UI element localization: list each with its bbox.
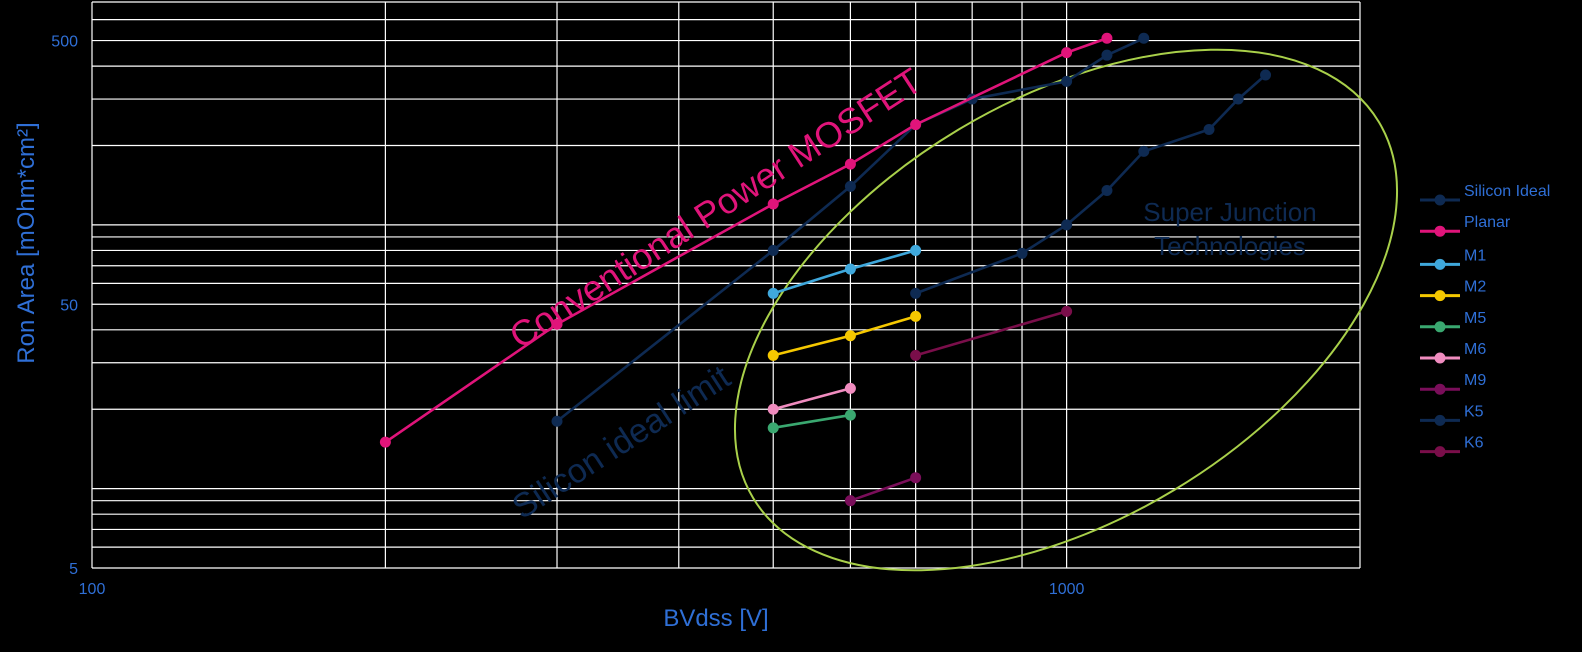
x-axis-title: BVdss [V] [663,605,768,632]
data-point [767,244,779,256]
data-point [1061,305,1073,317]
series-k5 [910,69,1272,299]
x-tick-label: 100 [79,581,106,598]
legend-swatch-marker [1434,225,1446,237]
legend-label: M1 [1464,247,1486,264]
data-point [1138,145,1150,157]
series-planar [379,32,1113,448]
y-tick-label: 500 [51,34,78,51]
series-line [915,310,1067,357]
legend-swatch-marker [1434,414,1446,426]
data-point [767,422,779,434]
legend-swatch-marker [1434,352,1446,364]
annotation-conventional: Conventional Power MOSFET [502,60,929,357]
y-tick-label: 5 [69,561,78,578]
data-point [1061,219,1073,231]
legend-swatch-marker [1434,194,1446,206]
data-point [910,287,922,299]
series-m5 [767,409,856,434]
series-line [772,387,851,411]
legend-label: K5 [1464,403,1484,420]
data-point [1061,75,1073,87]
data-point [844,382,856,394]
data-point [910,119,922,131]
legend-item: M9 [1420,372,1486,395]
legend-item: Planar [1420,214,1511,237]
data-point [1203,123,1215,135]
legend-label: M2 [1464,279,1486,296]
legend-label: Silicon Ideal [1464,183,1550,200]
super-junction-ellipse [733,48,1399,572]
data-point [910,244,922,256]
data-point [844,409,856,421]
legend-item: Silicon Ideal [1420,183,1550,206]
legend-label: M5 [1464,310,1486,327]
series-m9 [844,472,922,507]
legend-label: K6 [1464,435,1484,452]
data-point [1061,47,1073,59]
legend: Silicon Ideal Planar M1 M2 M5 M6 M9 K5 K6 [1420,183,1550,458]
data-point [1101,32,1113,44]
legend-item: M6 [1420,341,1486,364]
y-tick-label: 50 [60,297,78,314]
data-point [767,349,779,361]
series-line [915,74,1267,295]
data-point [844,263,856,275]
annotation-silicon-limit: Silicon ideal limit [506,358,738,527]
grid [91,1,1361,569]
data-point [767,403,779,415]
data-point [767,198,779,210]
data-point [1101,49,1113,61]
data-point [910,310,922,322]
data-point [844,495,856,507]
data-point [551,415,563,427]
legend-item: M2 [1420,279,1486,302]
data-point [379,436,391,448]
legend-swatch-marker [1434,383,1446,395]
legend-item: M5 [1420,310,1486,333]
series-m2 [767,310,922,361]
series-line [772,249,916,295]
legend-item: M1 [1420,247,1486,270]
legend-swatch-marker [1434,446,1446,458]
data-point [551,318,563,330]
tick-labels: 100 1000 5 50 500 [51,34,1084,598]
legend-swatch-marker [1434,321,1446,333]
data-point [844,158,856,170]
legend-label: M6 [1464,341,1486,358]
series-layer [379,32,1272,507]
annotation-super-junction: Super Junction [1143,197,1316,227]
series-line [849,476,917,502]
y-axis-title: Ron Area [mOhm*cm²] [13,122,40,363]
legend-item: K5 [1420,403,1484,426]
legend-label: M9 [1464,372,1486,389]
series-k6 [910,305,1073,361]
legend-label: Planar [1464,214,1511,231]
data-point [1138,32,1150,44]
legend-swatch-marker [1434,290,1446,302]
legend-item: K6 [1420,435,1484,458]
data-point [844,330,856,342]
series-line [772,315,917,357]
series-m6 [767,382,856,415]
legend-swatch-marker [1434,258,1446,270]
annotation-technologies: Technologies [1154,231,1306,261]
data-point [844,180,856,192]
data-point [910,349,922,361]
data-point [910,472,922,484]
data-point [1260,69,1272,81]
series-m1 [767,244,922,299]
super-junction-region [733,48,1399,572]
x-tick-label: 1000 [1049,581,1085,598]
data-point [1232,93,1244,105]
data-point [1101,185,1113,197]
data-point [767,287,779,299]
data-point [1016,247,1028,259]
series-line [773,413,851,430]
